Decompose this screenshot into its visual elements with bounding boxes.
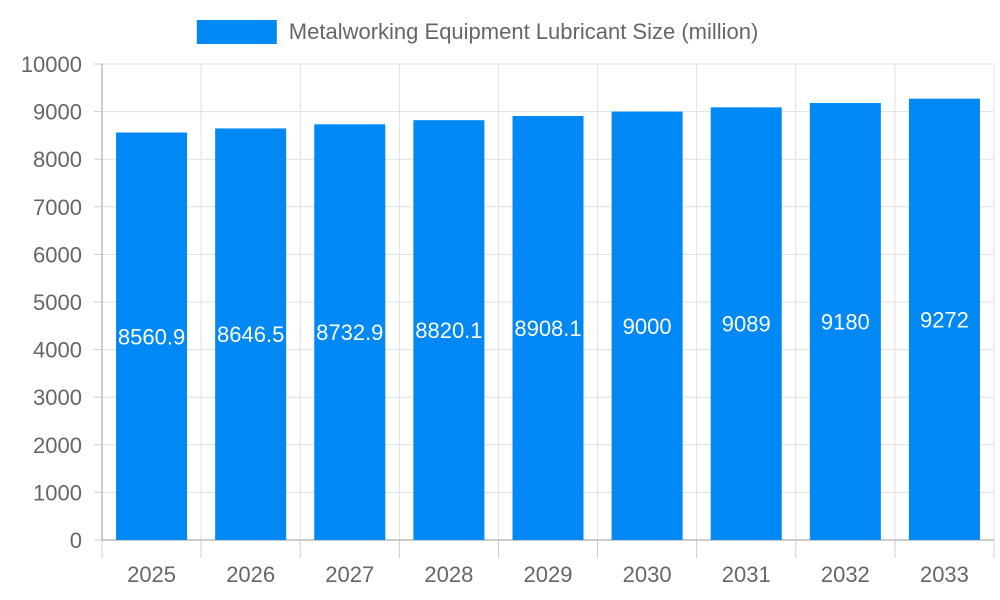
y-tick-label: 5000: [33, 290, 82, 315]
data-label-2030: 9000: [623, 314, 672, 339]
legend-swatch[interactable]: [196, 20, 277, 44]
data-label-2031: 9089: [722, 312, 771, 337]
x-tick-label: 2031: [722, 562, 771, 587]
y-tick-label: 4000: [33, 338, 82, 363]
legend[interactable]: Metalworking Equipment Lubricant Size (m…: [196, 19, 759, 44]
y-tick-label: 6000: [33, 242, 82, 267]
bars: [116, 98, 980, 541]
x-tick-label: 2032: [821, 562, 870, 587]
data-label-2026: 8646.5: [217, 322, 284, 347]
data-label-2032: 9180: [821, 310, 870, 335]
bar-2033[interactable]: [908, 98, 980, 540]
data-label-2027: 8732.9: [316, 320, 383, 345]
x-tick-label: 2026: [226, 562, 275, 587]
x-tick-label: 2033: [920, 562, 969, 587]
bar-2032[interactable]: [809, 103, 881, 541]
bar-2026[interactable]: [215, 128, 287, 540]
data-label-2028: 8820.1: [415, 318, 482, 343]
data-label-2025: 8560.9: [118, 324, 185, 349]
data-label-2033: 9272: [920, 307, 969, 332]
x-tick-label: 2025: [127, 562, 176, 587]
bar-2028[interactable]: [413, 120, 485, 540]
x-tick-label: 2030: [623, 562, 672, 587]
x-tick-label: 2029: [524, 562, 573, 587]
axes: 0 1000 2000 3000 4000 5000 6000 7000 8000 9000 100…: [21, 52, 995, 587]
bar-2025[interactable]: [116, 132, 188, 540]
y-tick-label: 10000: [21, 52, 82, 77]
x-tick-label: 2028: [424, 562, 473, 587]
legend-label[interactable]: Metalworking Equipment Lubricant Size (m…: [289, 19, 759, 44]
y-tick-label: 8000: [33, 147, 82, 172]
data-label-2029: 8908.1: [514, 316, 581, 341]
y-tick-label: 3000: [33, 385, 82, 410]
data-labels: 8560.9 8646.5 8732.9 8820.1 8908.1 9000 9089 91…: [118, 307, 969, 349]
y-tick-label: 1000: [33, 480, 82, 505]
bar-2027[interactable]: [314, 124, 386, 540]
bar-2029[interactable]: [512, 115, 584, 541]
y-tick-label: 0: [70, 528, 82, 553]
y-tick-label: 2000: [33, 433, 82, 458]
bar-2031[interactable]: [710, 107, 782, 541]
x-tick-label: 2027: [325, 562, 374, 587]
y-tick-label: 7000: [33, 195, 82, 220]
y-tick-label: 9000: [33, 100, 82, 125]
bar-2030[interactable]: [611, 111, 683, 540]
